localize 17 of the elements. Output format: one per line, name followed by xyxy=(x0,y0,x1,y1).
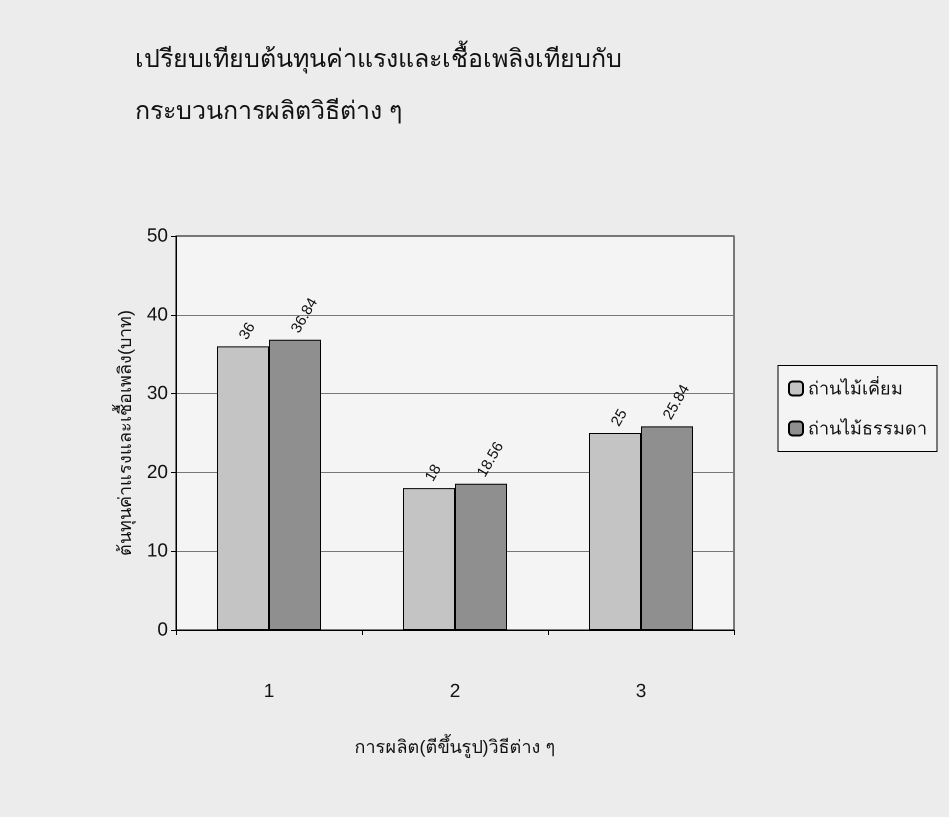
x-tick-label: 2 xyxy=(450,681,460,702)
chart-title: เปรียบเทียบต้นทุนค่าแรงและเชื้อเพลิงเทียบกับ กระบวนการผลิตวิธีต่าง ๆ xyxy=(135,40,622,125)
y-tick-label: 30 xyxy=(146,383,168,404)
x-tick-label: 3 xyxy=(636,681,646,702)
y-tick-label: 10 xyxy=(146,540,168,562)
x-tick-label: 1 xyxy=(264,681,274,702)
y-axis-title: ต้นทุนค่าแรงและเชื้อเพลิง(บาท) xyxy=(112,310,136,556)
legend-label: ถ่านไม้ธรรมดา xyxy=(808,418,927,438)
y-tick-label: 0 xyxy=(157,620,168,640)
y-tick-label: 40 xyxy=(146,304,168,326)
y-tick-label: 20 xyxy=(146,462,168,483)
data-label: 36 xyxy=(236,320,259,343)
x-axis-title: การผลิต(ตีขึ้นรูป)วิธีต่าง ๆ xyxy=(354,734,556,758)
legend-label: ถ่านไม้เคี่ยม xyxy=(808,376,903,398)
data-label: 25 xyxy=(608,406,631,430)
data-label: 18 xyxy=(422,461,445,484)
y-tick-label: 50 xyxy=(146,226,168,246)
